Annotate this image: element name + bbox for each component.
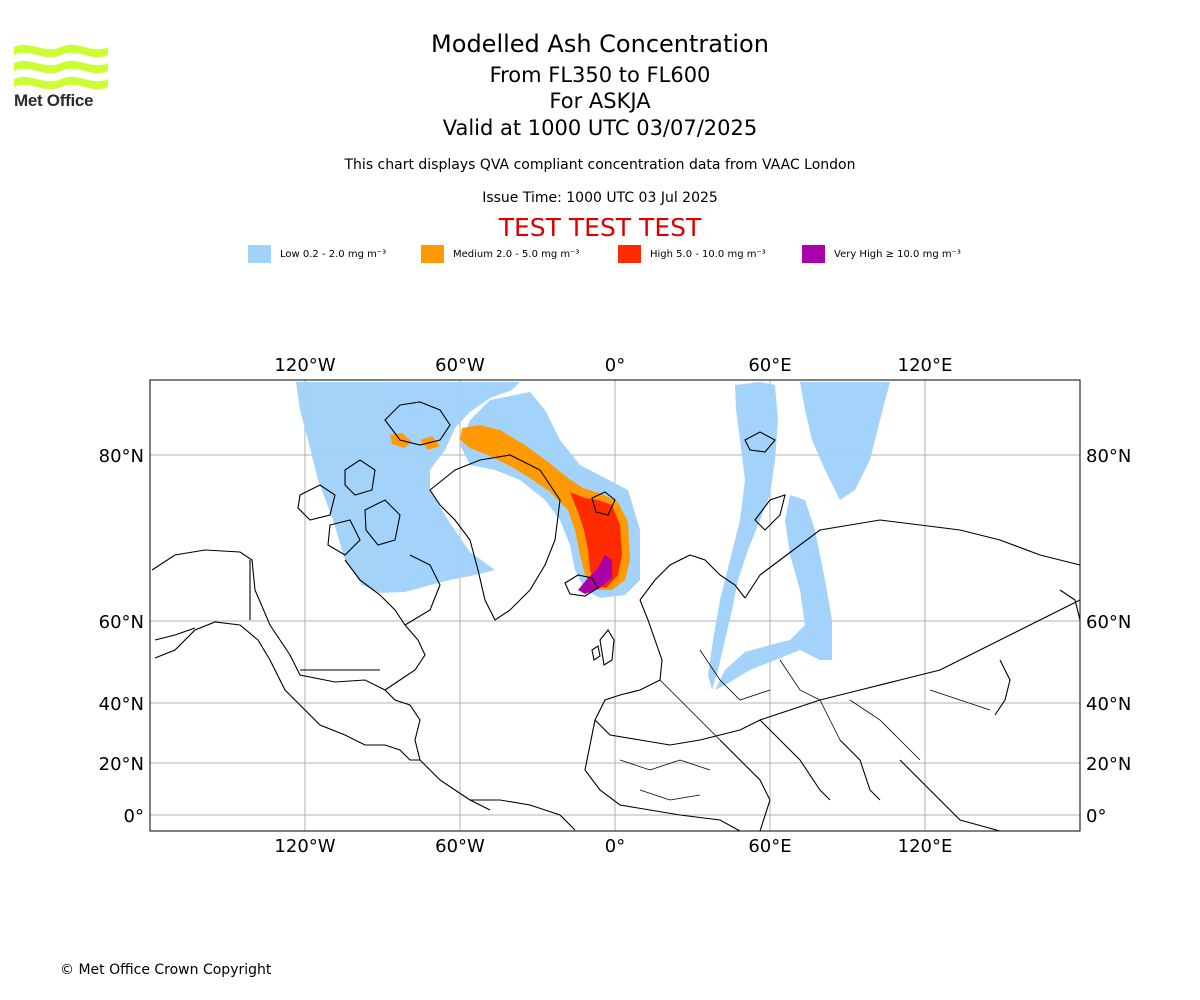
legend-label-very-high: Very High ≥ 10.0 mg m⁻³: [834, 248, 961, 260]
lon-tick-label: 0°: [605, 836, 625, 857]
lon-tick-label: 0°: [605, 355, 625, 376]
lat-tick-label: 0°: [1086, 806, 1106, 827]
legend: Low 0.2 - 2.0 mg m⁻³ Medium 2.0 - 5.0 mg…: [0, 244, 1200, 264]
lat-tick-label: 40°N: [99, 694, 144, 715]
legend-item-low: Low 0.2 - 2.0 mg m⁻³: [248, 244, 386, 264]
coastlines: [151, 401, 1081, 832]
valid-time: Valid at 1000 UTC 03/07/2025: [442, 116, 758, 140]
country-borders: [619, 649, 991, 801]
lon-tick-label: 120°W: [274, 355, 335, 376]
logo-text: Met Office: [14, 91, 94, 110]
ash-very-high-region: [578, 555, 612, 594]
lat-ticks-left: 80°N 60°N 40°N 20°N 0°: [99, 446, 144, 827]
lon-tick-label: 120°E: [898, 355, 953, 376]
lon-tick-label: 120°E: [898, 836, 953, 857]
lon-tick-label: 60°W: [435, 836, 485, 857]
legend-swatch-medium: [421, 245, 444, 263]
lat-ticks-right: 80°N 60°N 40°N 20°N 0°: [1086, 446, 1131, 827]
legend-label-low: Low 0.2 - 2.0 mg m⁻³: [280, 248, 387, 260]
legend-item-medium: Medium 2.0 - 5.0 mg m⁻³: [421, 244, 579, 264]
disclaimer: This chart displays QVA compliant concen…: [344, 157, 856, 173]
legend-swatch-very-high: [802, 245, 825, 263]
volcano-name: For ASKJA: [549, 89, 651, 113]
test-banner: TEST TEST TEST: [498, 213, 702, 242]
lat-tick-label: 60°N: [1086, 612, 1131, 633]
level-range: From FL350 to FL600: [489, 63, 711, 87]
legend-label-medium: Medium 2.0 - 5.0 mg m⁻³: [453, 248, 580, 260]
lon-tick-label: 60°W: [435, 355, 485, 376]
lat-tick-label: 80°N: [1086, 446, 1131, 467]
lon-tick-label: 120°W: [274, 836, 335, 857]
chart-title: Modelled Ash Concentration: [431, 30, 769, 58]
lat-tick-label: 80°N: [99, 446, 144, 467]
lat-tick-label: 20°N: [99, 754, 144, 775]
lat-tick-label: 20°N: [1086, 754, 1131, 775]
legend-swatch-low: [248, 245, 271, 263]
lat-tick-label: 40°N: [1086, 694, 1131, 715]
issue-time: Issue Time: 1000 UTC 03 Jul 2025: [482, 190, 718, 206]
legend-item-high: High 5.0 - 10.0 mg m⁻³: [618, 244, 766, 264]
legend-swatch-high: [618, 245, 641, 263]
copyright: © Met Office Crown Copyright: [60, 962, 272, 978]
lon-ticks-top: 120°W 60°W 0° 60°E 120°E: [274, 355, 952, 376]
legend-item-very-high: Very High ≥ 10.0 mg m⁻³: [802, 244, 961, 264]
ash-map: 120°W 60°W 0° 60°E 120°E 120°W 60°W 0° 60°E 120°…: [99, 355, 1132, 857]
lon-ticks-bottom: 120°W 60°W 0° 60°E 120°E: [274, 836, 952, 857]
met-office-logo-icon: [14, 44, 108, 90]
map-frame: [149, 379, 1081, 832]
lon-tick-label: 60°E: [748, 836, 791, 857]
lon-tick-label: 60°E: [748, 355, 791, 376]
legend-label-high: High 5.0 - 10.0 mg m⁻³: [650, 248, 766, 260]
lat-tick-label: 0°: [124, 806, 144, 827]
lat-tick-label: 60°N: [99, 612, 144, 633]
